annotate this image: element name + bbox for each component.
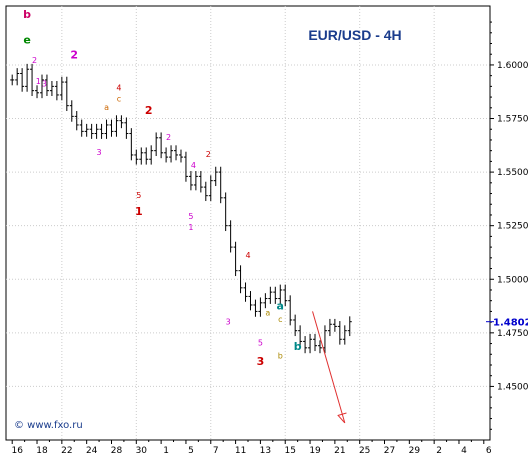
wave-label: 4 [245, 251, 250, 260]
x-tick-label: 28 [111, 446, 123, 456]
wave-label: 2 [206, 150, 211, 159]
x-tick-label: 25 [359, 446, 370, 456]
wave-label: 3 [42, 79, 47, 88]
x-tick-label: 13 [260, 446, 271, 456]
wave-label: 2 [145, 104, 153, 117]
x-tick-label: 15 [285, 446, 296, 456]
x-tick-label: 11 [235, 446, 246, 456]
x-tick-label: 16 [11, 446, 23, 456]
wave-label: c [117, 94, 121, 103]
wave-label: b [278, 352, 283, 361]
plot-area [5, 5, 491, 441]
y-tick-label: 1.6000 [497, 61, 528, 71]
wave-label: b [294, 340, 302, 353]
x-tick-label: 24 [86, 446, 98, 456]
x-tick-label: 4 [461, 446, 467, 456]
y-tick-label: 1.5250 [497, 222, 528, 232]
forecast-line [312, 311, 346, 423]
wave-label: c [278, 315, 282, 324]
wave-label: 1 [36, 77, 41, 86]
wave-label: 5 [188, 212, 193, 221]
x-tick-label: 6 [486, 446, 492, 456]
x-tick-label: 18 [36, 446, 48, 456]
y-tick-label: 1.4750 [497, 329, 528, 339]
wave-label: e [23, 34, 30, 47]
wave-label: 2 [32, 56, 37, 65]
wave-label: b [23, 8, 31, 21]
plot-frame [5, 5, 491, 441]
wave-label: 4 [116, 84, 121, 93]
wave-label: 1 [135, 205, 143, 218]
wave-label: 3 [226, 317, 231, 326]
price-bars [10, 63, 352, 354]
x-tick-label: 30 [136, 446, 148, 456]
y-tick-label: 1.5750 [497, 115, 528, 125]
x-axis: 16 18 22 24 28 30 1 5 7 11 13 15 19 21 25 27 29 2 4 6 [6, 439, 492, 456]
last-price-label: 1.4802 [493, 318, 528, 329]
wave-label: 5 [258, 339, 263, 348]
wave-label: a [277, 299, 284, 312]
wave-label: 2 [70, 49, 78, 62]
wave-label: 4 [191, 161, 196, 170]
wave-label: 3 [97, 148, 102, 157]
x-tick-label: 1 [163, 446, 169, 456]
y-tick-label: 1.5000 [497, 275, 528, 285]
y-axis: 1.6000 1.5750 1.5500 1.5250 1.5000 1.4750 1.45… [486, 6, 528, 440]
y-tick-label: 1.5500 [497, 168, 528, 178]
y-tick-label: 1.4500 [497, 382, 528, 392]
x-tick-label: 5 [188, 446, 194, 456]
wave-label: a [265, 309, 270, 318]
wave-label: 2 [166, 133, 171, 142]
x-tick-label: 2 [436, 446, 442, 456]
wave-label: 1 [188, 223, 193, 232]
x-tick-label: 22 [61, 446, 72, 456]
wave-label: a [104, 103, 109, 112]
x-tick-label: 21 [334, 446, 345, 456]
x-tick-label: 19 [309, 446, 321, 456]
wave-label: 5 [136, 191, 141, 200]
x-tick-label: 29 [409, 446, 421, 456]
chart-title: EUR/USD - 4H [308, 27, 401, 43]
watermark: © www.fxo.ru [14, 420, 83, 431]
wave-label: 3 [257, 355, 265, 368]
forecast-arrowhead [337, 412, 347, 424]
forecast-arrow [312, 311, 347, 424]
x-tick-label: 7 [213, 446, 219, 456]
x-tick-label: 27 [384, 446, 395, 456]
